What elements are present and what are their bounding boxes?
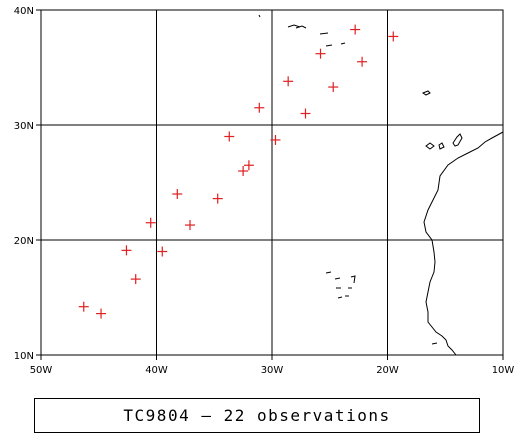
x-tick-label: 50W <box>30 365 53 376</box>
observation-marker <box>357 56 368 67</box>
observation-marker <box>157 246 168 257</box>
observation-marker <box>388 31 399 42</box>
azores-island-2 <box>295 25 307 29</box>
x-axis-ticks: 50W 40W 30W 20W 10W <box>30 355 515 376</box>
observation-marker <box>350 24 361 35</box>
observation-marker <box>212 193 223 204</box>
azores-island-5 <box>340 42 346 45</box>
y-tick-label: 20N <box>14 236 34 247</box>
observation-marker <box>145 217 156 228</box>
observation-marker <box>224 131 235 142</box>
observation-marker <box>130 274 141 285</box>
observation-marker <box>243 160 254 171</box>
observation-marker <box>78 301 89 312</box>
grid-lines <box>41 10 503 355</box>
observation-marker <box>328 82 339 93</box>
y-tick-label: 10N <box>14 351 34 362</box>
top-islet <box>258 14 261 18</box>
observation-marker <box>254 102 265 113</box>
observation-marker <box>238 166 249 176</box>
azores-island-3 <box>319 32 329 35</box>
y-tick-label: 30N <box>14 121 34 132</box>
observation-marker <box>184 220 195 231</box>
observation-marker <box>270 134 281 145</box>
y-tick-label: 40N <box>14 6 34 17</box>
canary-island-1 <box>425 142 435 150</box>
observation-marker <box>96 308 107 319</box>
chart-title: TC9804 — 22 observations <box>123 406 391 425</box>
x-tick-label: 10W <box>492 365 515 376</box>
x-tick-label: 20W <box>376 365 399 376</box>
track-map-chart: 50W 40W 30W 20W 10W 10N 20N 30N 40N <box>14 6 515 376</box>
cape-verde-6 <box>337 296 343 299</box>
cape-verde-2 <box>334 277 341 280</box>
azores-island-4 <box>325 44 333 47</box>
cape-verde-1 <box>325 271 332 274</box>
observation-markers <box>78 24 399 319</box>
chart-title-box: TC9804 — 22 observations <box>34 398 480 433</box>
y-axis-ticks: 10N 20N 30N 40N <box>14 6 41 362</box>
observation-marker <box>300 108 311 119</box>
observation-marker <box>315 48 326 59</box>
bijagos-islands <box>431 342 438 345</box>
observation-marker <box>121 245 132 256</box>
cape-verde-3 <box>350 275 356 284</box>
canary-island-2 <box>438 142 445 150</box>
coastlines <box>258 14 504 356</box>
observation-marker <box>172 189 183 199</box>
x-tick-label: 30W <box>261 365 284 376</box>
azores-island-1 <box>287 24 301 28</box>
africa-coastline <box>423 131 504 356</box>
x-tick-label: 40W <box>145 365 168 376</box>
observation-marker <box>283 76 294 87</box>
canary-island-3 <box>452 133 463 147</box>
madeira-island <box>421 90 431 96</box>
